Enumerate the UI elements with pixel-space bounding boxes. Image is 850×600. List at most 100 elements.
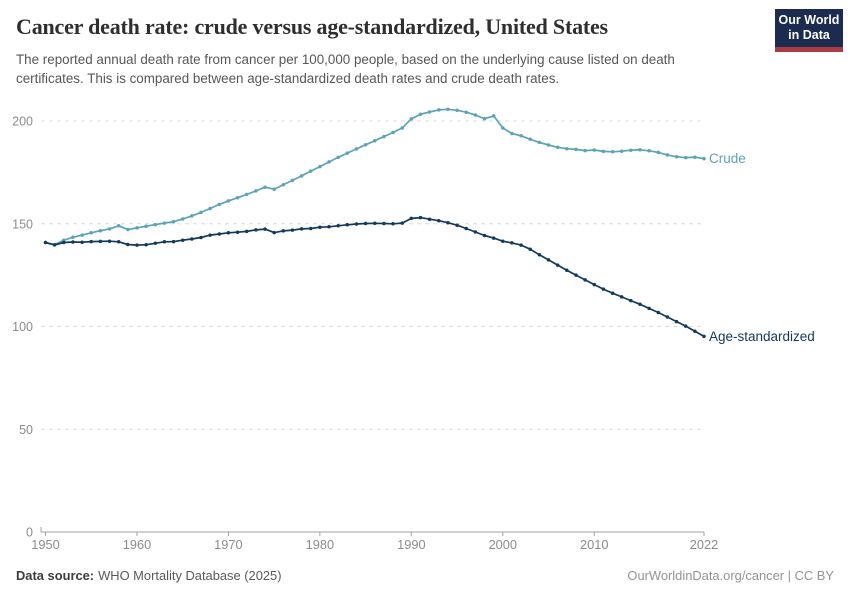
data-point [482,233,487,238]
data-point [107,239,112,243]
data-point [272,187,276,191]
data-point [546,143,551,147]
data-point [574,273,578,277]
chart-footer: Data source: WHO Mortality Database (2025… [16,568,834,590]
data-point [391,222,395,226]
data-point [217,232,222,236]
data-point [226,231,231,235]
y-axis-tick-label: 0 [26,526,33,540]
data-point [135,226,139,230]
data-point [638,148,642,152]
data-point [528,137,532,142]
data-point [263,185,267,189]
data-point [190,237,194,241]
data-point [519,134,523,138]
data-source-value: WHO Mortality Database (2025) [98,568,282,583]
data-point [674,319,679,324]
data-point [80,240,84,244]
data-point [373,138,377,143]
x-axis-tick-label: 1980 [306,537,334,552]
page-title: Cancer death rate: crude versus age-stan… [16,14,608,39]
data-point [491,114,496,118]
data-point [510,241,514,245]
data-point [171,219,176,224]
data-point [693,329,697,333]
data-point [537,140,542,145]
subtitle-line-1: The reported annual death rate from canc… [16,52,675,67]
owid-logo-line1: Our World [778,13,840,28]
data-point [290,228,295,232]
data-point [162,240,167,244]
data-source-label: Data source: [16,568,95,583]
data-point [683,324,688,328]
data-point [665,153,670,157]
data-point [601,287,606,291]
data-point [647,306,651,311]
data-point [482,116,487,121]
owid-logo-line2: in Data [788,28,830,42]
data-point [455,108,459,113]
data-point [336,224,340,228]
data-point [555,145,560,150]
data-point [555,263,560,267]
data-point [437,218,441,223]
data-point [180,217,185,221]
data-point [363,143,368,147]
data-point [519,243,523,247]
data-point [446,107,450,112]
data-point [226,199,231,203]
data-point [546,258,551,262]
data-point [537,253,542,257]
data-point [98,239,103,244]
data-point [510,131,514,136]
data-point [126,242,130,247]
data-point [116,224,121,228]
data-point [473,113,478,117]
data-point [208,233,212,237]
data-point [318,225,322,229]
data-point [318,164,322,169]
data-point [199,235,203,240]
owid-logo[interactable]: Our World in Data [775,9,843,52]
data-point [629,148,633,152]
series-end-label: Age-standardized [709,329,815,344]
data-point [528,247,532,251]
data-point [400,126,404,130]
data-point [153,241,158,246]
data-point [336,155,340,160]
data-point [409,216,414,221]
data-point [244,229,249,234]
data-point [427,217,432,221]
data-point [610,150,615,154]
data-point [71,235,75,240]
data-point [217,202,222,207]
data-point [244,192,249,197]
data-point [674,155,679,159]
data-point [107,227,112,231]
x-axis-tick-label: 1950 [31,537,59,552]
data-point [473,230,478,234]
chart-canvas: 0 50 100 150 200 1950 1960 1970 1980 1990 2000 2010… [12,107,815,552]
data-point [308,226,313,231]
data-point [98,228,103,233]
data-point [702,334,706,339]
data-point [144,224,148,228]
data-point [491,236,496,240]
license-link[interactable]: OurWorldinData.org/cancer | CC BY [627,568,834,583]
data-point [71,240,75,244]
data-point [180,238,185,242]
y-axis-tick-label: 200 [12,115,33,129]
data-point [418,215,423,220]
data-point [656,310,661,315]
data-point [464,226,468,231]
data-point [373,221,377,226]
data-point [62,240,66,245]
data-point [354,222,359,226]
data-point [281,229,286,233]
data-point [363,221,368,226]
data-point [43,240,48,245]
data-point [638,302,642,307]
data-point [80,233,84,237]
data-point [592,282,597,287]
